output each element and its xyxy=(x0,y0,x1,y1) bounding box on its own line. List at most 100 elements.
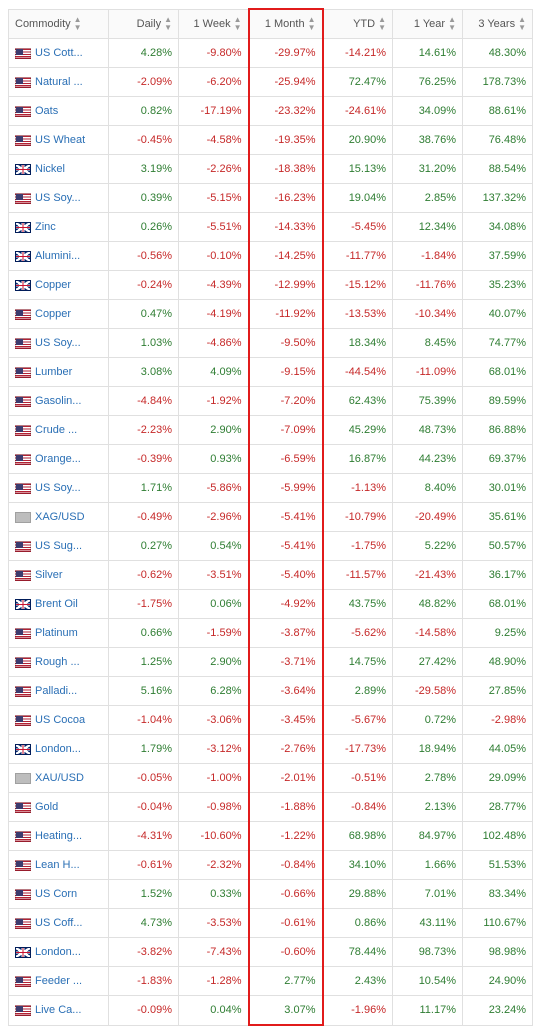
col-header-year3[interactable]: 3 Years▲▼ xyxy=(463,9,533,39)
cell-daily: -0.05% xyxy=(109,764,179,793)
cell-week1: 0.93% xyxy=(179,445,249,474)
cell-daily: 3.08% xyxy=(109,358,179,387)
cell-month1: -7.20% xyxy=(249,387,323,416)
cell-week1: 0.06% xyxy=(179,590,249,619)
cell-year1: 14.61% xyxy=(393,39,463,68)
commodity-link[interactable]: Alumini... xyxy=(35,250,80,262)
cell-month1: -3.64% xyxy=(249,677,323,706)
col-header-year1[interactable]: 1 Year▲▼ xyxy=(393,9,463,39)
commodity-link[interactable]: Orange... xyxy=(35,453,81,465)
cell-week1: -4.39% xyxy=(179,271,249,300)
table-row: Zinc0.26%-5.51%-14.33%-5.45%12.34%34.08% xyxy=(9,213,533,242)
commodity-link[interactable]: Brent Oil xyxy=(35,598,78,610)
commodity-link[interactable]: Nickel xyxy=(35,163,65,175)
cell-year1: -11.09% xyxy=(393,358,463,387)
flag-icon xyxy=(15,454,31,465)
flag-icon xyxy=(15,193,31,204)
commodity-link[interactable]: Lean H... xyxy=(35,859,80,871)
cell-daily: -4.31% xyxy=(109,822,179,851)
cell-year3: 51.53% xyxy=(463,851,533,880)
cell-week1: -2.96% xyxy=(179,503,249,532)
cell-ytd: 43.75% xyxy=(323,590,393,619)
commodity-link[interactable]: Oats xyxy=(35,105,58,117)
commodity-link[interactable]: Heating... xyxy=(35,830,82,842)
commodity-link[interactable]: US Cocoa xyxy=(35,714,85,726)
cell-year3: 9.25% xyxy=(463,619,533,648)
col-header-week1[interactable]: 1 Week▲▼ xyxy=(179,9,249,39)
col-header-label: 3 Years xyxy=(478,18,515,30)
commodity-link[interactable]: US Cott... xyxy=(35,47,83,59)
commodity-link[interactable]: Zinc xyxy=(35,221,56,233)
commodity-link[interactable]: Gold xyxy=(35,801,58,813)
commodity-link[interactable]: US Soy... xyxy=(35,482,81,494)
cell-ytd: 19.04% xyxy=(323,184,393,213)
commodity-link[interactable]: XAU/USD xyxy=(35,772,84,784)
commodity-link[interactable]: Natural ... xyxy=(35,76,83,88)
commodity-cell: US Corn xyxy=(9,880,109,909)
cell-ytd: 20.90% xyxy=(323,126,393,155)
col-header-ytd[interactable]: YTD▲▼ xyxy=(323,9,393,39)
commodity-link[interactable]: US Coff... xyxy=(35,917,82,929)
cell-month1: -0.60% xyxy=(249,938,323,967)
cell-week1: -1.59% xyxy=(179,619,249,648)
cell-year1: -29.58% xyxy=(393,677,463,706)
cell-year1: 18.94% xyxy=(393,735,463,764)
cell-week1: 4.09% xyxy=(179,358,249,387)
cell-month1: -2.76% xyxy=(249,735,323,764)
commodity-link[interactable]: Lumber xyxy=(35,366,72,378)
cell-year1: 98.73% xyxy=(393,938,463,967)
commodity-cell: Crude ... xyxy=(9,416,109,445)
col-header-daily[interactable]: Daily▲▼ xyxy=(109,9,179,39)
cell-year3: 76.48% xyxy=(463,126,533,155)
commodity-link[interactable]: Silver xyxy=(35,569,63,581)
commodity-link[interactable]: Copper xyxy=(35,308,71,320)
cell-year1: 27.42% xyxy=(393,648,463,677)
cell-ytd: 15.13% xyxy=(323,155,393,184)
commodity-link[interactable]: US Wheat xyxy=(35,134,85,146)
cell-year3: 98.98% xyxy=(463,938,533,967)
cell-year1: -14.58% xyxy=(393,619,463,648)
table-row: US Soy...1.71%-5.86%-5.99%-1.13%8.40%30.… xyxy=(9,474,533,503)
commodity-link[interactable]: XAG/USD xyxy=(35,511,85,523)
table-row: Oats0.82%-17.19%-23.32%-24.61%34.09%88.6… xyxy=(9,97,533,126)
cell-week1: -4.58% xyxy=(179,126,249,155)
commodity-link[interactable]: US Sug... xyxy=(35,540,82,552)
cell-ytd: 34.10% xyxy=(323,851,393,880)
table-row: Feeder ...-1.83%-1.28%2.77%2.43%10.54%24… xyxy=(9,967,533,996)
commodity-link[interactable]: Platinum xyxy=(35,627,78,639)
cell-year1: 2.85% xyxy=(393,184,463,213)
cell-week1: -4.86% xyxy=(179,329,249,358)
cell-year1: -21.43% xyxy=(393,561,463,590)
commodity-link[interactable]: US Corn xyxy=(35,888,77,900)
cell-year1: 12.34% xyxy=(393,213,463,242)
commodity-link[interactable]: Live Ca... xyxy=(35,1004,81,1016)
flag-icon xyxy=(15,135,31,146)
cell-year3: 37.59% xyxy=(463,242,533,271)
cell-year3: 89.59% xyxy=(463,387,533,416)
table-row: Natural ...-2.09%-6.20%-25.94%72.47%76.2… xyxy=(9,68,533,97)
cell-month1: -1.22% xyxy=(249,822,323,851)
col-header-month1[interactable]: 1 Month▲▼ xyxy=(249,9,323,39)
cell-year3: -2.98% xyxy=(463,706,533,735)
commodity-link[interactable]: Crude ... xyxy=(35,424,77,436)
commodity-link[interactable]: London... xyxy=(35,743,81,755)
commodity-link[interactable]: Copper xyxy=(35,279,71,291)
col-header-name[interactable]: Commodity▲▼ xyxy=(9,9,109,39)
commodity-link[interactable]: Feeder ... xyxy=(35,975,82,987)
cell-year3: 40.07% xyxy=(463,300,533,329)
commodity-link[interactable]: Palladi... xyxy=(35,685,77,697)
col-header-label: 1 Week xyxy=(193,18,230,30)
commodity-cell: Feeder ... xyxy=(9,967,109,996)
commodity-link[interactable]: Rough ... xyxy=(35,656,80,668)
commodity-link[interactable]: Gasolin... xyxy=(35,395,81,407)
commodity-link[interactable]: US Soy... xyxy=(35,337,81,349)
cell-ytd: -11.57% xyxy=(323,561,393,590)
table-row: Gasolin...-4.84%-1.92%-7.20%62.43%75.39%… xyxy=(9,387,533,416)
commodity-link[interactable]: London... xyxy=(35,946,81,958)
flag-icon xyxy=(15,831,31,842)
table-row: US Wheat-0.45%-4.58%-19.35%20.90%38.76%7… xyxy=(9,126,533,155)
col-header-label: YTD xyxy=(353,18,375,30)
cell-daily: 0.39% xyxy=(109,184,179,213)
commodity-link[interactable]: US Soy... xyxy=(35,192,81,204)
commodity-performance-table: Commodity▲▼Daily▲▼1 Week▲▼1 Month▲▼YTD▲▼… xyxy=(8,8,533,1026)
